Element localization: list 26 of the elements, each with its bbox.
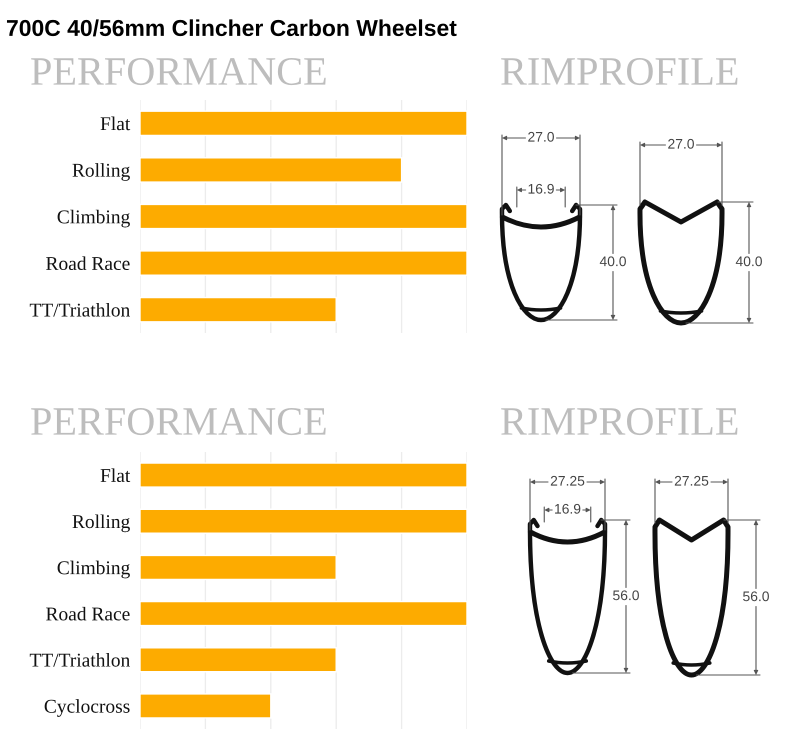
text: 16.9 xyxy=(528,184,554,194)
y-tick-label: Flat xyxy=(100,468,130,482)
text: 16.9 xyxy=(555,504,580,514)
text: 56.0 xyxy=(613,590,639,600)
chart-title: 700C 40/56mm Clincher Carbon Wheelset xyxy=(6,19,457,36)
y-tick-label: Road Race xyxy=(46,256,130,270)
y-tick-label: Road Race xyxy=(46,606,130,621)
text: 27.25 xyxy=(674,476,708,486)
text: 27.0 xyxy=(528,132,554,142)
y-tick-label: Cyclocross xyxy=(44,699,130,717)
y-tick-label: Climbing xyxy=(58,560,130,578)
y-tick-label: TT/Triathlon xyxy=(30,302,130,317)
y-tick-label: Rolling xyxy=(72,163,130,181)
chart-title: PERFORMANCE xyxy=(31,408,326,436)
text: 27.0 xyxy=(668,138,694,149)
text: 56.0 xyxy=(743,591,769,602)
text: RIMPROFILE xyxy=(501,408,738,436)
text: RIMPROFILE xyxy=(501,58,738,86)
chart-subtitle: PERFORMANCE xyxy=(31,58,326,86)
y-tick-label: Rolling xyxy=(72,514,130,532)
text: 40.0 xyxy=(736,256,762,266)
text: 40.0 xyxy=(600,256,626,266)
y-tick-label: Climbing xyxy=(58,210,130,228)
text: 27.25 xyxy=(550,476,584,486)
y-tick-label: TT/Triathlon xyxy=(30,653,130,667)
y-tick-label: Flat xyxy=(100,116,130,130)
